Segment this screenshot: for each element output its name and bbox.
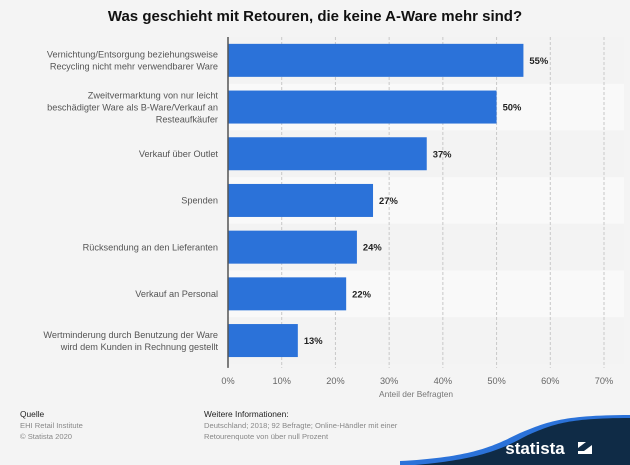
bar-chart: 55% Vernichtung/Entsorgung beziehungsweis… xyxy=(43,37,614,399)
category-label: Vernichtung/Entsorgung beziehungsweise xyxy=(47,50,218,60)
data-label: 22% xyxy=(352,288,371,299)
info-line: Deutschland; 2018; 92 Befragte; Online-H… xyxy=(204,421,398,430)
source-block: Quelle EHI Retail Institute © Statista 2… xyxy=(20,408,83,442)
x-tick-label: 50% xyxy=(487,376,505,386)
x-tick-label: 30% xyxy=(380,376,398,386)
category-label: Verkauf über Outlet xyxy=(139,149,219,159)
source-line: EHI Retail Institute xyxy=(20,421,83,430)
data-label: 24% xyxy=(363,242,382,253)
category-label: Zweitvermarktung von nur leicht xyxy=(88,90,219,100)
data-label: 37% xyxy=(433,148,452,159)
category-label: Wertminderung durch Benutzung der Ware xyxy=(43,330,218,340)
category-label: Recycling nicht mehr verwendbarer Ware xyxy=(50,62,218,72)
bar xyxy=(228,90,497,124)
x-tick-label: 10% xyxy=(273,376,291,386)
info-line: Retourenquote von über null Prozent xyxy=(204,432,329,441)
chart-title: Was geschieht mit Retouren, die keine A-… xyxy=(107,8,523,25)
bar xyxy=(228,324,298,358)
x-tick-label: 40% xyxy=(434,376,452,386)
x-tick-label: 70% xyxy=(595,376,613,386)
statista-brand-banner: statista xyxy=(400,415,630,465)
banner-wave xyxy=(415,418,630,465)
x-tick-label: 0% xyxy=(221,376,234,386)
bar xyxy=(228,183,374,217)
data-label: 27% xyxy=(379,195,398,206)
data-label: 13% xyxy=(304,335,323,346)
category-label: Resteaufkäufer xyxy=(156,114,218,124)
bar xyxy=(228,277,347,311)
statista-logo-icon xyxy=(578,442,592,454)
x-tick-label: 20% xyxy=(326,376,344,386)
x-tick-label: 60% xyxy=(541,376,559,386)
bar xyxy=(228,230,357,264)
info-block: Weitere Informationen: Deutschland; 2018… xyxy=(204,408,397,442)
category-label: Verkauf an Personal xyxy=(135,289,218,299)
source-heading: Quelle xyxy=(20,409,45,419)
bar xyxy=(228,43,524,77)
bar xyxy=(228,137,427,171)
category-label: wird dem Kunden in Rechnung gestellt xyxy=(60,342,219,352)
category-label: beschädigter Ware als B-Ware/Verkauf an xyxy=(47,102,218,112)
copyright-line: © Statista 2020 xyxy=(20,432,73,441)
statista-logo-text: statista xyxy=(505,439,565,458)
x-axis-label: Anteil der Befragten xyxy=(379,389,453,399)
data-label: 50% xyxy=(503,102,522,113)
category-label: Rücksendung an den Lieferanten xyxy=(83,242,218,252)
data-label: 55% xyxy=(529,55,548,66)
category-label: Spenden xyxy=(181,196,218,206)
info-heading: Weitere Informationen: xyxy=(204,409,289,419)
